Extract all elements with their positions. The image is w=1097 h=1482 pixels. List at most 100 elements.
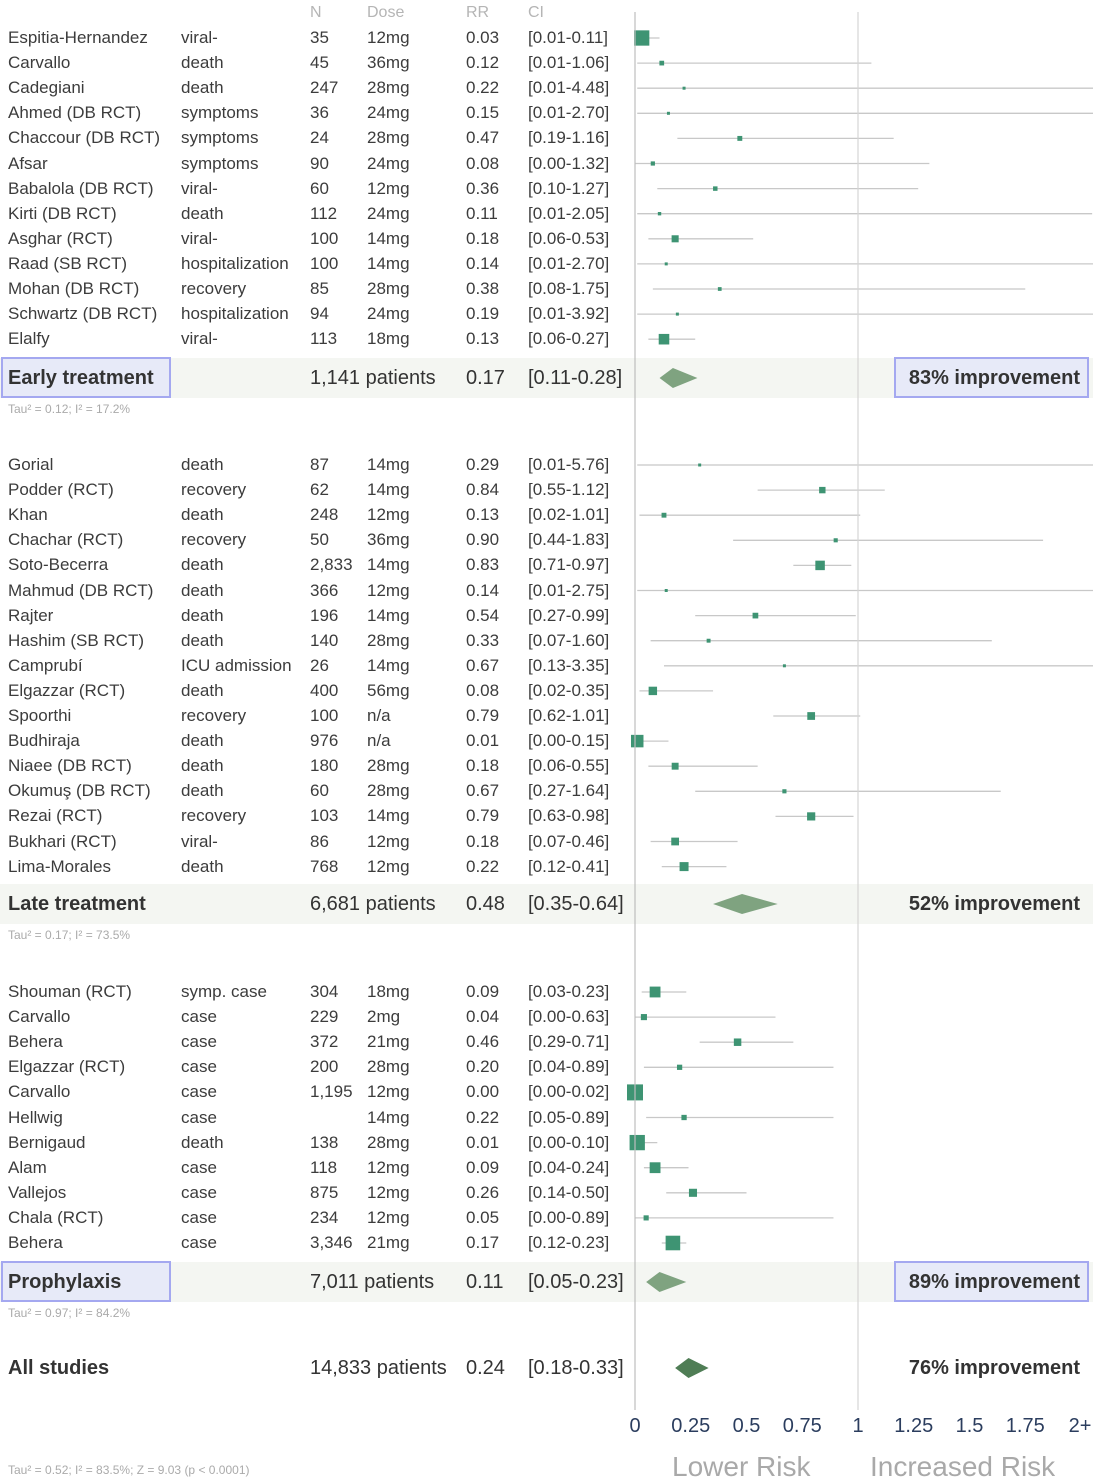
study-name: Chaccour (DB RCT) (8, 128, 161, 148)
study-marker (649, 986, 661, 998)
study-outcome: death (181, 856, 224, 876)
study-n: 86 (310, 831, 329, 851)
study-outcome: viral- (181, 178, 218, 198)
study-marker (807, 712, 816, 720)
group-patients: 7,011 patients (310, 1271, 435, 1293)
study-dose: 28mg (367, 630, 410, 650)
study-dose: 12mg (367, 856, 410, 876)
study-ci: [0.00-0.10] (528, 1132, 610, 1152)
study-dose: 12mg (367, 1207, 410, 1227)
study-outcome: viral- (181, 28, 218, 47)
study-name: Gorial (8, 455, 54, 474)
x-tick-label: 1.75 (1005, 1415, 1045, 1437)
study-n: 2,833 (310, 555, 353, 575)
study-rr: 0.22 (466, 78, 500, 98)
study-n: 200 (310, 1057, 339, 1077)
study-outcome: recovery (181, 806, 247, 826)
study-dose: 28mg (367, 128, 410, 148)
group-heterogeneity: Tau² = 0.12; I² = 17.2% (8, 402, 131, 416)
study-name: Espitia-Hernandez (8, 28, 148, 47)
study-n: 100 (310, 706, 339, 725)
study-outcome: case (181, 1057, 217, 1077)
study-name: Babalola (DB RCT) (8, 178, 154, 198)
study-n: 45 (310, 53, 329, 73)
study-ci: [0.44-1.83] (528, 530, 610, 550)
study-n: 24 (310, 128, 329, 148)
study-rr: 0.22 (466, 1107, 500, 1127)
group-ci: [0.11-0.28] (528, 367, 623, 389)
study-n: 113 (310, 329, 338, 349)
study-rr: 0.09 (466, 1157, 500, 1177)
overall-ci: [0.18-0.33] (528, 1357, 624, 1379)
header-n: N (310, 4, 322, 21)
study-dose: 14mg (367, 806, 410, 826)
study-ci: [0.19-1.16] (528, 128, 610, 148)
study-outcome: death (181, 680, 224, 700)
study-outcome: hospitalization (181, 253, 289, 273)
study-outcome: death (181, 1132, 224, 1152)
study-outcome: death (181, 455, 224, 474)
study-marker (833, 538, 838, 543)
summary-band (0, 884, 1093, 924)
study-outcome: death (181, 203, 224, 223)
study-ci: [0.08-1.75] (528, 279, 610, 298)
study-outcome: viral- (181, 831, 218, 851)
study-marker (659, 60, 665, 66)
study-dose: 36mg (367, 530, 410, 550)
study-marker (819, 486, 826, 494)
study-rr: 0.36 (466, 178, 500, 198)
study-ci: [0.00-0.89] (528, 1207, 610, 1227)
study-rr: 0.47 (466, 128, 500, 148)
study-dose: 2mg (367, 1007, 401, 1027)
study-ci: [0.06-0.53] (528, 228, 610, 248)
study-n: 304 (310, 982, 339, 1001)
study-n: 768 (310, 856, 339, 876)
study-name: Carvallo (8, 1007, 71, 1027)
study-name: Hashim (SB RCT) (8, 630, 145, 650)
study-outcome: hospitalization (181, 304, 289, 324)
study-ci: [0.01-0.11] (528, 28, 609, 47)
study-name: Rezai (RCT) (8, 806, 103, 826)
study-dose: 12mg (367, 1157, 410, 1177)
overall-rr: 0.24 (466, 1357, 505, 1379)
study-n: 1,195 (310, 1082, 353, 1102)
study-rr: 0.79 (466, 806, 500, 826)
study-rr: 0.84 (466, 480, 500, 500)
study-marker (629, 1134, 645, 1151)
group-ci: [0.35-0.64] (528, 893, 624, 915)
study-outcome: death (181, 53, 224, 73)
study-n: 976 (310, 731, 339, 751)
study-name: Cadegiani (8, 78, 85, 98)
study-name: Afsar (8, 153, 48, 173)
study-rr: 0.18 (466, 228, 500, 248)
study-rr: 0.20 (466, 1057, 500, 1077)
x-tick-label: 0.75 (782, 1415, 822, 1437)
study-ci: [0.06-0.27] (528, 329, 610, 349)
study-dose: 12mg (367, 28, 410, 47)
study-marker (665, 1235, 681, 1251)
study-dose: 24mg (367, 103, 410, 123)
study-rr: 0.26 (466, 1182, 500, 1202)
study-dose: 12mg (367, 1182, 410, 1202)
study-rr: 0.29 (466, 455, 500, 474)
study-ci: [0.14-0.50] (528, 1182, 610, 1202)
study-outcome: recovery (181, 480, 247, 500)
study-dose: 12mg (367, 580, 410, 600)
x-tick-label: 0.25 (671, 1415, 711, 1437)
study-name: Elgazzar (RCT) (8, 680, 126, 700)
group-heterogeneity: Tau² = 0.97; I² = 84.2% (8, 1306, 131, 1320)
group-name: Late treatment (8, 893, 146, 915)
study-dose: 18mg (367, 982, 410, 1001)
study-n: 875 (310, 1182, 339, 1202)
study-marker (671, 762, 679, 770)
study-outcome: recovery (181, 530, 247, 550)
study-dose: 56mg (367, 680, 410, 700)
x-tick-label: 0.5 (732, 1415, 761, 1437)
study-ci: [0.13-3.35] (528, 655, 610, 675)
overall-improvement: 76% improvement (908, 1357, 1080, 1379)
study-name: Camprubí (8, 655, 83, 675)
study-rr: 0.12 (466, 53, 500, 73)
study-outcome: symptoms (181, 153, 259, 173)
study-ci: [0.04-0.24] (528, 1157, 610, 1177)
study-n: 366 (310, 580, 339, 600)
